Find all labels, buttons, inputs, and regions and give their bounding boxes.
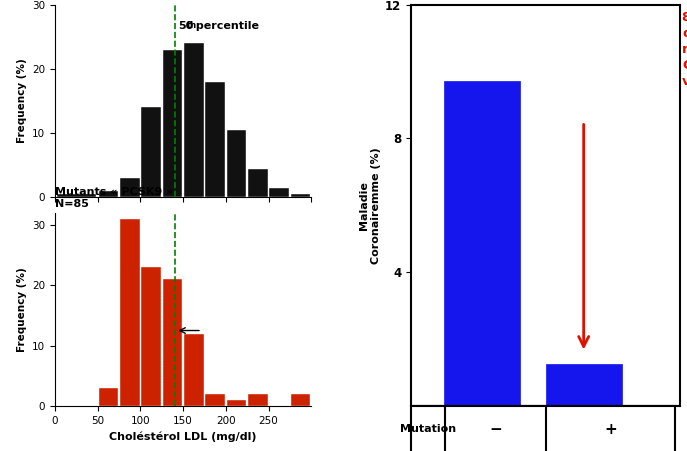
- Bar: [205, 82, 225, 198]
- Y-axis label: Frequency (%): Frequency (%): [16, 59, 27, 143]
- Bar: [205, 394, 225, 406]
- Text: Mutants « PCSK9 »
N=85: Mutants « PCSK9 » N=85: [55, 188, 173, 209]
- Bar: [142, 107, 161, 198]
- Text: 50: 50: [178, 21, 193, 31]
- Bar: [163, 50, 182, 198]
- Bar: [227, 400, 247, 406]
- Bar: [142, 267, 161, 406]
- Bar: [545, 364, 622, 406]
- Text: +: +: [604, 422, 617, 437]
- X-axis label: Choléstérol LDL (mg/dl): Choléstérol LDL (mg/dl): [109, 431, 257, 442]
- Bar: [56, 194, 96, 198]
- Bar: [184, 334, 203, 406]
- Bar: [291, 194, 311, 198]
- Bar: [248, 394, 268, 406]
- Bar: [248, 169, 268, 198]
- Text: −: −: [489, 422, 502, 437]
- Bar: [120, 178, 139, 198]
- Y-axis label: Frequency (%): Frequency (%): [16, 267, 27, 352]
- Bar: [120, 219, 139, 406]
- Bar: [98, 388, 118, 406]
- Text: th: th: [186, 21, 196, 30]
- Text: percentile: percentile: [192, 21, 258, 31]
- Bar: [411, 406, 675, 451]
- Text: Mutation: Mutation: [400, 424, 456, 434]
- Bar: [444, 82, 520, 406]
- Bar: [227, 130, 247, 198]
- Y-axis label: Maladie
Coronairemme (%): Maladie Coronairemme (%): [359, 147, 381, 263]
- Bar: [269, 188, 289, 198]
- Bar: [291, 394, 311, 406]
- Text: 8 x moins
de
maladie
Cardio-
vasculaire: 8 x moins de maladie Cardio- vasculaire: [682, 11, 687, 88]
- Bar: [184, 43, 203, 198]
- Bar: [98, 191, 118, 198]
- Bar: [163, 279, 182, 406]
